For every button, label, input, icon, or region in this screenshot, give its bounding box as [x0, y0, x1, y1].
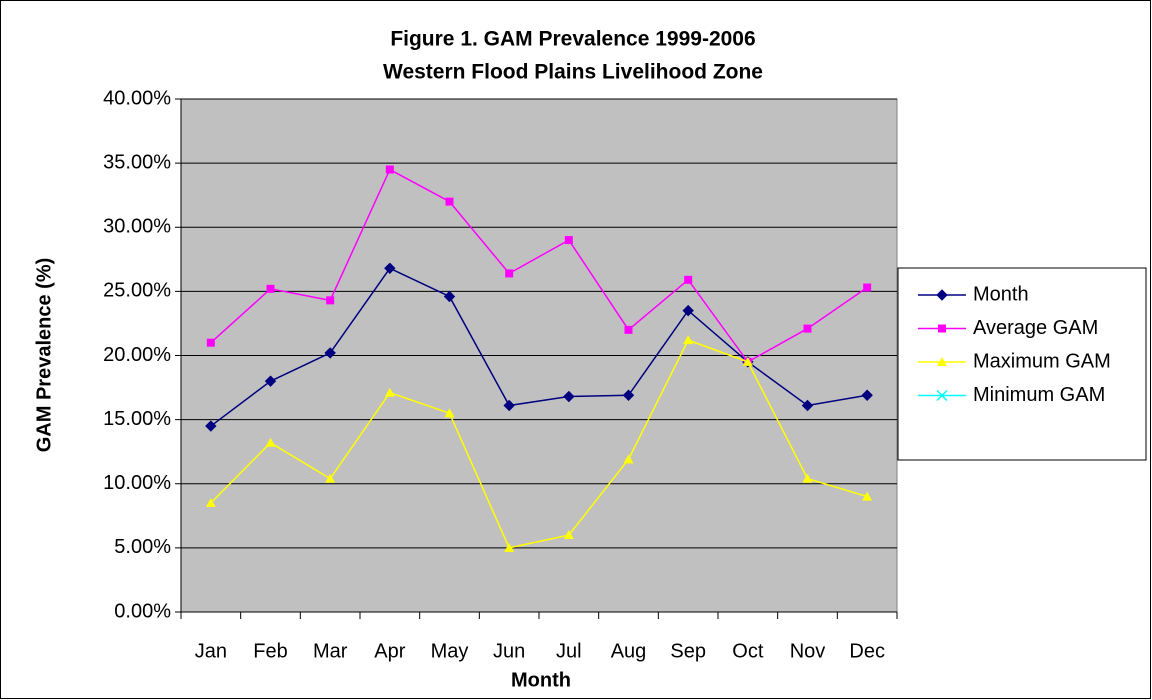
- legend-marker: [936, 389, 948, 402]
- legend-label: Maximum GAM: [973, 350, 1111, 372]
- series-line: [210, 267, 868, 427]
- y-tick-label: 25.00%: [103, 280, 171, 302]
- data-point: [325, 473, 336, 483]
- data-point: [264, 375, 277, 387]
- series-line: [210, 168, 868, 363]
- y-tick-label: 30.00%: [103, 216, 171, 238]
- data-point: [682, 304, 694, 317]
- data-point: [863, 283, 872, 292]
- y-tick-label: 20.00%: [103, 344, 171, 366]
- data-point: [504, 542, 515, 552]
- chart-subtitle: Western Flood Plains Livelihood Zone: [383, 61, 763, 84]
- data-point: [742, 356, 753, 366]
- data-point: [324, 347, 336, 359]
- y-tick-label: 5.00%: [114, 536, 171, 558]
- data-point: [505, 269, 514, 278]
- x-tick-label: Jan: [195, 640, 227, 662]
- x-tick-label: Oct: [732, 640, 764, 662]
- legend-label: Average GAM: [973, 317, 1098, 339]
- data-point: [205, 420, 217, 432]
- y-tick-label: 10.00%: [103, 472, 171, 494]
- data-point: [385, 165, 394, 174]
- x-tick-label: Aug: [611, 640, 647, 662]
- y-tick-label: 15.00%: [103, 408, 171, 430]
- data-point: [622, 389, 635, 401]
- data-point: [684, 275, 693, 284]
- legend-marker: [938, 324, 946, 333]
- series-line: [210, 339, 868, 549]
- data-point: [624, 325, 633, 334]
- data-point: [206, 338, 215, 347]
- x-axis-title: Month: [511, 669, 571, 691]
- x-tick-label: Apr: [374, 640, 405, 662]
- data-point: [445, 197, 454, 206]
- legend-marker: [936, 289, 948, 301]
- data-point: [444, 408, 455, 418]
- x-tick-label: Dec: [849, 640, 885, 662]
- data-point: [862, 491, 873, 501]
- y-tick-label: 40.00%: [103, 87, 171, 109]
- x-tick-label: Jun: [493, 640, 525, 662]
- data-point: [563, 530, 574, 540]
- data-point: [266, 284, 275, 293]
- x-tick-label: May: [431, 640, 469, 662]
- x-tick-label: Sep: [670, 640, 706, 662]
- data-point: [803, 324, 812, 333]
- legend-marker: [937, 357, 947, 366]
- data-point: [384, 387, 395, 397]
- data-point: [563, 390, 575, 403]
- x-tick-label: Jul: [556, 640, 582, 662]
- x-tick-label: Nov: [790, 640, 826, 662]
- legend-label: Month: [973, 283, 1029, 305]
- x-tick-label: Feb: [253, 640, 287, 662]
- y-axis-title: GAM Prevalence (%): [33, 258, 55, 453]
- data-point: [802, 473, 813, 483]
- legend-label: Minimum GAM: [973, 384, 1105, 406]
- data-point: [265, 437, 276, 447]
- data-point: [564, 236, 573, 245]
- y-tick-label: 0.00%: [114, 600, 171, 622]
- x-tick-label: Mar: [313, 640, 348, 662]
- data-point: [861, 389, 873, 401]
- data-point: [443, 290, 456, 303]
- chart-title: Figure 1. GAM Prevalence 1999-2006: [390, 28, 755, 51]
- data-point: [205, 497, 216, 507]
- data-point: [683, 335, 694, 345]
- y-tick-label: 35.00%: [103, 151, 171, 173]
- data-point: [503, 399, 515, 412]
- data-point: [326, 296, 335, 305]
- data-point: [801, 399, 814, 412]
- data-point: [623, 454, 634, 464]
- data-point: [384, 262, 396, 274]
